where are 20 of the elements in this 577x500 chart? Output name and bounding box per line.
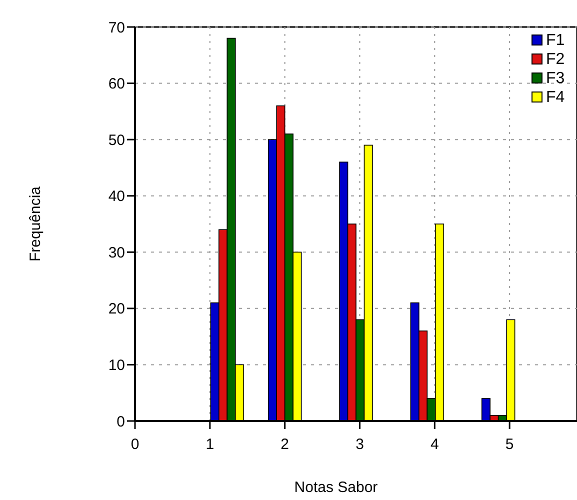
y-tick-label: 70 xyxy=(108,19,125,36)
x-tick-label: 3 xyxy=(356,436,364,453)
x-tick-label: 0 xyxy=(130,436,140,453)
y-axis-title: Frequência xyxy=(27,186,44,262)
y-tick-label: 30 xyxy=(108,244,125,262)
y-tick-label: 20 xyxy=(108,300,125,318)
x-tick-label: 1 xyxy=(206,436,214,453)
y-tick-label: 0 xyxy=(116,413,125,430)
legend-label: F1 xyxy=(546,32,565,49)
legend-label: F3 xyxy=(546,70,565,87)
x-axis-title: Notas Sabor xyxy=(294,479,378,496)
y-tick-label: 50 xyxy=(108,132,125,149)
legend-label: F4 xyxy=(546,89,565,106)
legend-label: F2 xyxy=(546,51,565,68)
x-tick-label: 2 xyxy=(280,436,289,453)
y-tick-label: 40 xyxy=(108,188,125,206)
y-tick-label: 60 xyxy=(108,76,125,93)
x-tick-label: 4 xyxy=(430,436,439,453)
y-tick-label: 10 xyxy=(108,356,125,374)
x-tick-label: 5 xyxy=(505,436,514,453)
